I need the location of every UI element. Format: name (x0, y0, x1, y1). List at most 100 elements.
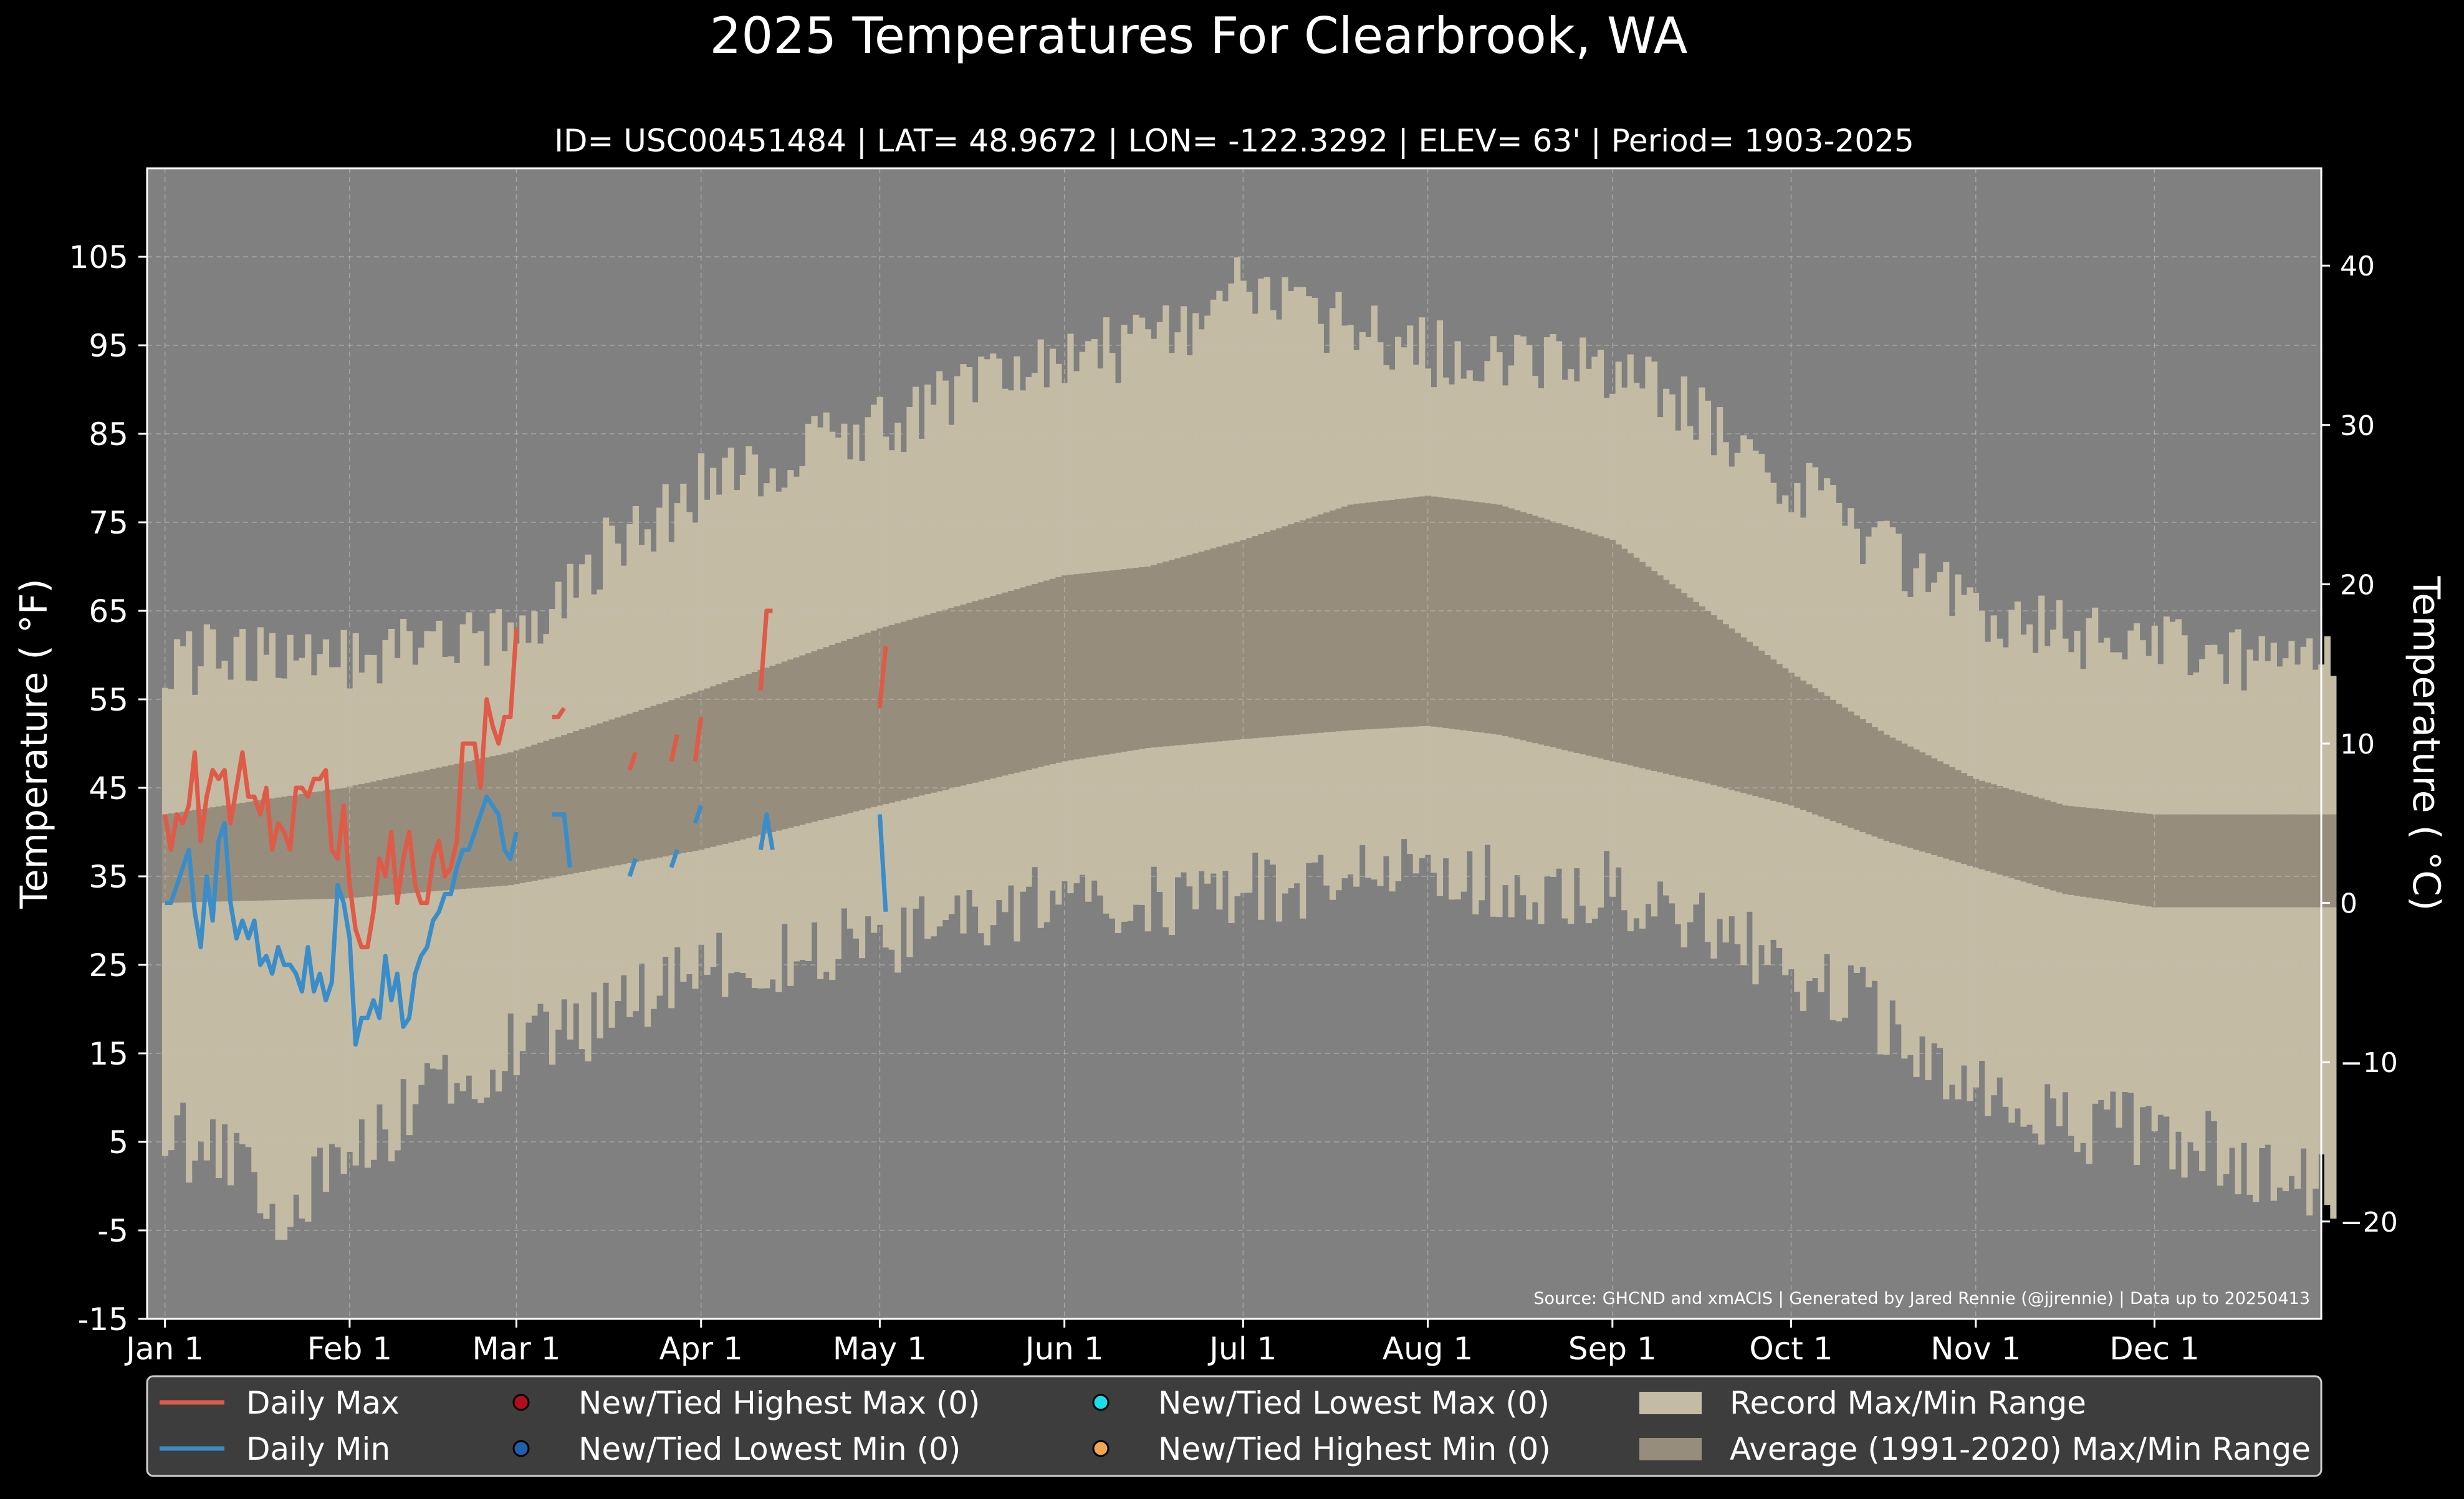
average-range-bar (1895, 740, 1902, 845)
average-range-bar (2312, 814, 2319, 908)
average-range-bar (382, 778, 389, 896)
average-range-bar (2121, 811, 2129, 903)
legend-item: New/Tied Highest Max (0) (512, 1385, 980, 1421)
average-range-bar (2116, 810, 2122, 903)
average-range-bar (352, 785, 359, 898)
average-range-bar (1097, 572, 1104, 756)
series-line-daily-max (669, 734, 679, 762)
average-range-bar (1335, 508, 1342, 732)
average-range-bar (2068, 806, 2075, 895)
average-range-bar (603, 721, 610, 868)
average-range-bar (1925, 755, 1932, 854)
average-range-bar (1585, 532, 1592, 756)
average-range-bars (161, 496, 2337, 908)
average-range-bar (1597, 536, 1604, 759)
average-range-bar (1865, 723, 1872, 835)
average-range-bar (1002, 592, 1009, 776)
record-range-bar (310, 675, 317, 1157)
average-range-bar (2187, 814, 2194, 908)
average-range-bar (1412, 497, 1419, 727)
y-tick-label: 105 (69, 239, 128, 275)
average-range-bar (2288, 814, 2295, 908)
average-range-bar (1889, 737, 1896, 843)
average-range-bar (924, 615, 931, 795)
average-range-bar (1126, 568, 1134, 751)
average-range-bar (1293, 522, 1300, 735)
average-range-bar (1669, 584, 1675, 775)
average-range-bar (912, 618, 919, 797)
average-range-bar (1478, 502, 1485, 733)
average-range-bar (1168, 560, 1176, 746)
average-range-bar (650, 706, 657, 859)
y-axis-label-left: Temperature ( °F) (12, 578, 56, 909)
average-range-bar (1675, 588, 1682, 777)
average-range-bar (1764, 655, 1771, 800)
x-tick-label: May 1 (833, 1331, 927, 1367)
record-range-bar (2187, 675, 2194, 1142)
average-range-bar (1424, 496, 1431, 726)
average-range-bar (2217, 814, 2223, 908)
legend-label: New/Tied Lowest Min (0) (578, 1431, 961, 1467)
average-range-bar (1186, 555, 1193, 744)
record-range-bar (2193, 672, 2200, 1151)
x-tick-label: Apr 1 (659, 1331, 743, 1367)
chart-subtitle: ID= USC00451484 | LAT= 48.9672 | LON= -1… (554, 123, 1914, 159)
average-range-bar (1699, 606, 1705, 782)
average-range-bar (1353, 504, 1360, 730)
average-range-bar (615, 717, 621, 866)
record-range-bar (2240, 690, 2248, 1143)
average-range-bar (251, 801, 258, 901)
average-range-bar (174, 812, 181, 903)
average-range-bar (1603, 538, 1610, 760)
average-range-bar (585, 727, 592, 871)
record-range-bar (2294, 664, 2301, 1189)
average-range-bar (2282, 814, 2289, 908)
x-tick-label: Oct 1 (1749, 1331, 1833, 1367)
average-range-bar (876, 628, 883, 806)
average-range-bar (1776, 664, 1783, 803)
average-range-bar (775, 663, 782, 831)
average-range-bar (2002, 788, 2009, 876)
x-tick-label: Feb 1 (307, 1331, 392, 1367)
average-range-bar (894, 623, 901, 802)
average-range-bar (310, 792, 317, 899)
average-range-bar (1431, 496, 1437, 727)
average-range-bar (459, 762, 466, 889)
y-tick-label: 25 (89, 947, 128, 984)
record-range-bar (2223, 684, 2230, 1174)
average-range-bar (370, 781, 377, 896)
average-range-bar (2014, 791, 2021, 880)
average-range-bar (972, 601, 979, 783)
average-range-bar (1580, 530, 1586, 755)
average-range-bar (1228, 543, 1235, 740)
y-tick-label-right: 20 (2340, 569, 2375, 601)
average-range-bar (1341, 506, 1348, 731)
average-range-bar (1490, 504, 1497, 734)
average-range-bar (2228, 814, 2236, 908)
average-range-bar (1543, 519, 1551, 746)
record-range-bar (2306, 638, 2313, 1216)
average-range-bar (716, 684, 722, 846)
average-range-bar (638, 709, 645, 861)
series-line-daily-min (627, 858, 638, 878)
average-range-bar (710, 686, 717, 847)
series-line-daily-min (669, 849, 679, 868)
record-range-bar (299, 658, 305, 1219)
average-range-bar (537, 742, 544, 880)
average-range-bar (1109, 570, 1116, 754)
average-range-bar (1848, 711, 1854, 828)
average-range-bar (918, 616, 925, 796)
average-range-bar (1025, 585, 1032, 770)
average-range-bar (2193, 814, 2200, 908)
average-range-bar (626, 714, 633, 863)
record-range-bar (2276, 666, 2283, 1188)
record-range-bar (322, 639, 330, 1192)
record-range-bar (328, 667, 335, 1144)
legend-label: Average (1991-2020) Max/Min Range (1730, 1431, 2311, 1467)
legend-box (146, 1375, 2323, 1477)
average-range-bar (322, 790, 330, 899)
y-tick-label-right: 10 (2340, 729, 2375, 760)
average-range-bar (1978, 780, 1985, 869)
average-range-bar (2211, 814, 2218, 908)
